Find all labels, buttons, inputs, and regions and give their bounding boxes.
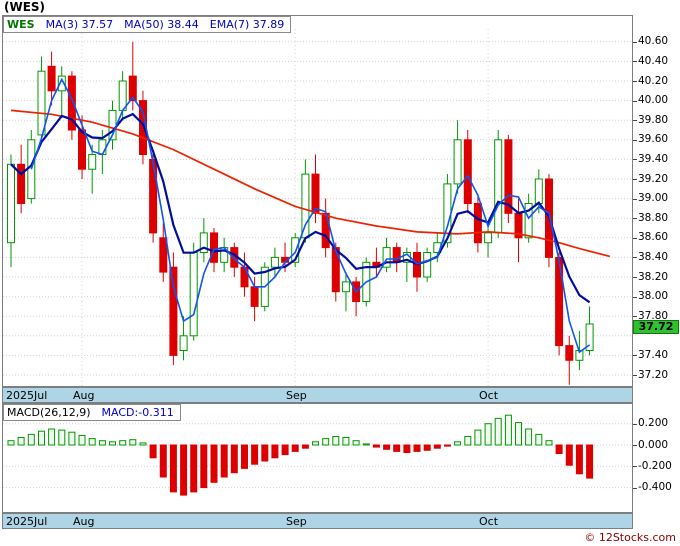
- price-axis-tick: [633, 316, 637, 318]
- price-axis-label: 38.80: [638, 211, 669, 224]
- macd-panel: MACD(26,12,9) MACD:-0.311: [2, 403, 633, 513]
- price-chart-panel: WES MA(3) 37.57 MA(50) 38.44 EMA(7) 37.8…: [2, 15, 633, 387]
- price-axis-tick: [633, 100, 637, 102]
- macd-axis-tick: [633, 423, 637, 425]
- month-label: 2025Jul: [6, 515, 48, 528]
- macd-bars-layer: [7, 414, 594, 496]
- price-axis-label: 40.20: [638, 74, 669, 87]
- candles-layer: [7, 41, 594, 385]
- price-axis-tick: [633, 237, 637, 239]
- macd-axis-tick: [633, 487, 637, 489]
- footer-row: © 12Stocks.com: [0, 529, 680, 546]
- month-label: Oct: [479, 389, 499, 402]
- legend-ticker: WES: [7, 18, 35, 31]
- price-axis-tick: [633, 198, 637, 200]
- price-axis-label: 38.60: [638, 231, 669, 244]
- month-label: Oct: [479, 515, 499, 528]
- price-axis-label: 39.60: [638, 133, 669, 146]
- price-axis-tick: [633, 159, 637, 161]
- price-axis-label: 40.40: [638, 54, 669, 67]
- macd-axis-tick: [633, 445, 637, 446]
- price-axis-tick: [633, 257, 637, 259]
- macd-legend: MACD(26,12,9) MACD:-0.311: [3, 404, 181, 421]
- legend-ema7: EMA(7) 37.89: [209, 18, 285, 31]
- month-label: 2025Jul: [6, 389, 48, 402]
- price-axis-label: 39.40: [638, 152, 669, 165]
- chart-legend: WES MA(3) 37.57 MA(50) 38.44 EMA(7) 37.8…: [3, 16, 292, 33]
- price-axis-label: 38.40: [638, 250, 669, 263]
- macd-axis-label: 0.000: [638, 438, 669, 451]
- macd-axis-label: -0.400: [638, 481, 672, 494]
- page-title: (WES): [4, 0, 46, 14]
- macd-current-value: MACD:-0.311: [101, 406, 174, 419]
- macd-histogram-svg: [3, 414, 632, 496]
- price-axis-tick: [633, 41, 637, 43]
- x-axis-months-top: 2025Jul Aug Sep Oct: [2, 387, 633, 403]
- macd-axis-tick: [633, 466, 637, 468]
- price-axis-tick: [633, 277, 637, 278]
- price-axis-label: 37.80: [638, 309, 669, 322]
- price-axis-tick: [633, 375, 637, 376]
- candlestick-chart-svg: [3, 29, 632, 386]
- macd-axis-label: 0.200: [638, 417, 669, 430]
- month-label: Sep: [286, 389, 307, 402]
- price-axis-tick: [633, 120, 637, 122]
- macd-params-label: MACD(26,12,9): [7, 406, 91, 419]
- price-axis-tick: [633, 355, 637, 357]
- price-axis-tick: [633, 179, 637, 180]
- month-label: Aug: [73, 515, 95, 528]
- price-axis-label: 40.60: [638, 35, 669, 48]
- macd-axis-label: -0.200: [638, 459, 672, 472]
- watermark-link[interactable]: © 12Stocks.com: [584, 531, 676, 544]
- price-axis-tick: [633, 61, 637, 63]
- price-axis-label: 39.80: [638, 113, 669, 126]
- price-axis-tick: [633, 296, 637, 298]
- x-axis-months-bottom: 2025Jul Aug Sep Oct: [2, 513, 633, 529]
- ma3-line: [30, 77, 591, 354]
- price-axis-label: 38.00: [638, 290, 669, 303]
- ma50-line: [10, 109, 611, 258]
- price-axis-label: 40.00: [638, 94, 669, 107]
- last-price-badge: 37.72: [633, 320, 679, 334]
- month-label: Aug: [73, 389, 95, 402]
- price-axis-label: 37.40: [638, 348, 669, 361]
- price-axis-tick: [633, 218, 637, 220]
- price-axis-tick: [633, 139, 637, 141]
- price-axis-tick: [633, 81, 637, 82]
- price-axis-label: 39.20: [638, 172, 669, 185]
- price-axis: 40.60 40.40 40.20 40.00 39.80 39.60 39.40 39.20…: [633, 0, 680, 546]
- legend-ma3: MA(3) 37.57: [45, 18, 114, 31]
- ema7-line: [10, 112, 591, 304]
- price-axis-label: 37.20: [638, 368, 669, 381]
- price-axis-label: 38.20: [638, 270, 669, 283]
- price-axis-label: 39.00: [638, 192, 669, 205]
- month-label: Sep: [286, 515, 307, 528]
- legend-ma50: MA(50) 38.44: [124, 18, 199, 31]
